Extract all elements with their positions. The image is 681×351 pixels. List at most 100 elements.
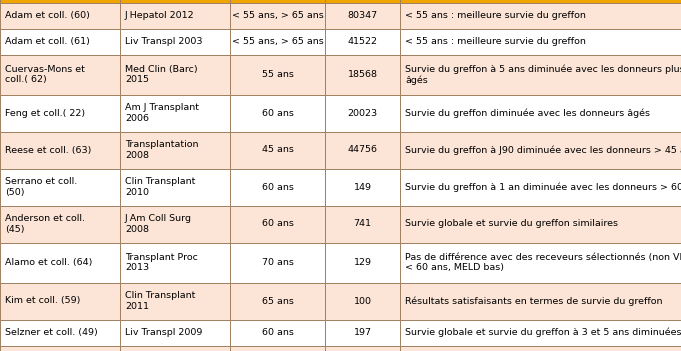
Bar xyxy=(230,319,325,345)
Text: Adam et coll. (61): Adam et coll. (61) xyxy=(5,37,90,46)
Text: Med Clin (Barc)
2015: Med Clin (Barc) 2015 xyxy=(125,65,197,84)
Bar xyxy=(325,2,400,28)
Text: 70 ans: 70 ans xyxy=(262,258,294,267)
Text: 741: 741 xyxy=(353,219,372,229)
Bar xyxy=(120,132,230,168)
Bar xyxy=(0,0,120,2)
Text: 80347: 80347 xyxy=(347,11,377,20)
Text: Survie du greffon à J90 diminuée avec les donneurs > 45 ans: Survie du greffon à J90 diminuée avec le… xyxy=(405,145,681,155)
Bar xyxy=(0,2,120,28)
Text: Survie globale et survie du greffon à 3 et 5 ans diminuées: Survie globale et survie du greffon à 3 … xyxy=(405,328,681,337)
Text: Reese et coll. (63): Reese et coll. (63) xyxy=(5,146,91,154)
Text: Clin Transplant
2010: Clin Transplant 2010 xyxy=(125,177,195,197)
Bar xyxy=(230,54,325,94)
Bar xyxy=(325,132,400,168)
Bar xyxy=(120,243,230,283)
Text: < 55 ans, > 65 ans: < 55 ans, > 65 ans xyxy=(232,11,323,20)
Bar xyxy=(400,2,681,28)
Text: < 55 ans : meilleure survie du greffon: < 55 ans : meilleure survie du greffon xyxy=(405,37,586,46)
Text: 60 ans: 60 ans xyxy=(262,219,294,229)
Bar xyxy=(230,28,325,54)
Text: 65 ans: 65 ans xyxy=(262,297,294,305)
Bar xyxy=(0,205,120,243)
Bar xyxy=(230,205,325,243)
Bar xyxy=(120,0,230,2)
Text: Liv Transpl 2009: Liv Transpl 2009 xyxy=(125,328,202,337)
Bar xyxy=(325,28,400,54)
Bar xyxy=(120,2,230,28)
Text: Survie du greffon diminuée avec les donneurs âgés: Survie du greffon diminuée avec les donn… xyxy=(405,108,650,118)
Text: 129: 129 xyxy=(353,258,372,267)
Bar xyxy=(120,54,230,94)
Text: Cuervas-Mons et
coll.( 62): Cuervas-Mons et coll.( 62) xyxy=(5,65,85,84)
Bar xyxy=(325,205,400,243)
Bar xyxy=(0,319,120,345)
Bar xyxy=(400,168,681,205)
Bar xyxy=(400,345,681,351)
Bar xyxy=(0,28,120,54)
Text: Résultats satisfaisants en termes de survie du greffon: Résultats satisfaisants en termes de sur… xyxy=(405,296,663,306)
Bar xyxy=(400,319,681,345)
Bar xyxy=(230,132,325,168)
Text: 44756: 44756 xyxy=(347,146,377,154)
Bar xyxy=(325,243,400,283)
Bar xyxy=(400,132,681,168)
Bar xyxy=(120,168,230,205)
Text: 20023: 20023 xyxy=(347,108,377,118)
Bar xyxy=(230,2,325,28)
Bar xyxy=(325,345,400,351)
Bar xyxy=(120,283,230,319)
Bar xyxy=(0,132,120,168)
Bar xyxy=(120,94,230,132)
Bar xyxy=(0,54,120,94)
Text: Transplant Proc
2013: Transplant Proc 2013 xyxy=(125,253,198,272)
Bar xyxy=(325,54,400,94)
Bar xyxy=(230,0,325,2)
Bar xyxy=(400,0,681,2)
Bar xyxy=(0,243,120,283)
Bar xyxy=(325,168,400,205)
Text: < 55 ans, > 65 ans: < 55 ans, > 65 ans xyxy=(232,37,323,46)
Bar xyxy=(230,94,325,132)
Bar xyxy=(230,283,325,319)
Text: < 55 ans : meilleure survie du greffon: < 55 ans : meilleure survie du greffon xyxy=(405,11,586,20)
Text: J Hepatol 2012: J Hepatol 2012 xyxy=(125,11,195,20)
Bar xyxy=(400,283,681,319)
Bar xyxy=(0,168,120,205)
Bar xyxy=(120,205,230,243)
Bar xyxy=(325,319,400,345)
Bar xyxy=(400,28,681,54)
Text: Survie globale et survie du greffon similaires: Survie globale et survie du greffon simi… xyxy=(405,219,618,229)
Text: 18568: 18568 xyxy=(347,70,377,79)
Bar xyxy=(400,94,681,132)
Bar xyxy=(400,205,681,243)
Text: 149: 149 xyxy=(353,183,372,192)
Bar xyxy=(0,94,120,132)
Bar xyxy=(400,54,681,94)
Text: Adam et coll. (60): Adam et coll. (60) xyxy=(5,11,90,20)
Bar xyxy=(325,283,400,319)
Bar xyxy=(120,345,230,351)
Bar xyxy=(120,28,230,54)
Text: J Am Coll Surg
2008: J Am Coll Surg 2008 xyxy=(125,214,192,234)
Text: Liv Transpl 2003: Liv Transpl 2003 xyxy=(125,37,202,46)
Text: Selzner et coll. (49): Selzner et coll. (49) xyxy=(5,328,98,337)
Text: Pas de différence avec des receveurs sélectionnés (non VHC,
< 60 ans, MELD bas): Pas de différence avec des receveurs sél… xyxy=(405,253,681,272)
Text: 45 ans: 45 ans xyxy=(262,146,294,154)
Bar xyxy=(120,319,230,345)
Text: Kim et coll. (59): Kim et coll. (59) xyxy=(5,297,80,305)
Text: Serrano et coll.
(50): Serrano et coll. (50) xyxy=(5,177,77,197)
Text: 55 ans: 55 ans xyxy=(262,70,294,79)
Text: Survie du greffon à 1 an diminuée avec les donneurs > 60 ans: Survie du greffon à 1 an diminuée avec l… xyxy=(405,182,681,192)
Text: 60 ans: 60 ans xyxy=(262,183,294,192)
Text: 60 ans: 60 ans xyxy=(262,108,294,118)
Bar xyxy=(230,345,325,351)
Bar xyxy=(0,283,120,319)
Bar xyxy=(325,0,400,2)
Text: Feng et coll.( 22): Feng et coll.( 22) xyxy=(5,108,85,118)
Bar xyxy=(230,243,325,283)
Text: Transplantation
2008: Transplantation 2008 xyxy=(125,140,198,160)
Text: Clin Transplant
2011: Clin Transplant 2011 xyxy=(125,291,195,311)
Text: 197: 197 xyxy=(353,328,372,337)
Text: 41522: 41522 xyxy=(347,37,377,46)
